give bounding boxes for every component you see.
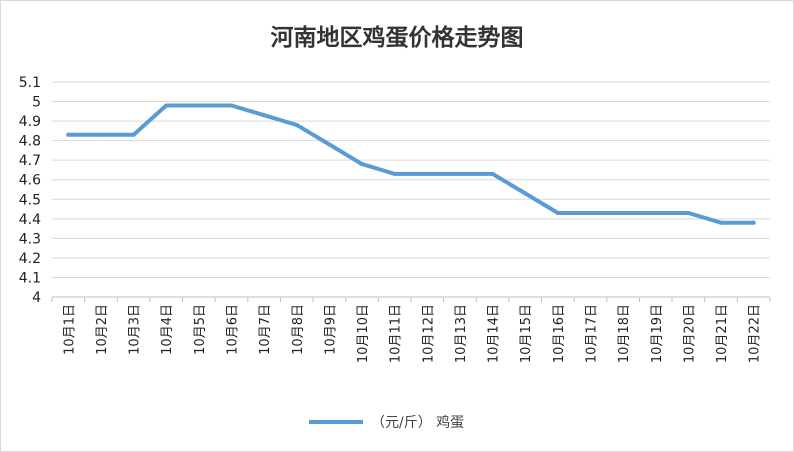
y-tick-label: 5.1 [19,75,41,91]
legend-label: （元/斤） 鸡蛋 [371,414,464,431]
data-point [98,132,103,137]
y-tick-label: 5 [32,95,41,111]
x-axis [51,296,771,302]
y-tick-label: 4.9 [19,114,41,130]
y-tick-label: 4.5 [19,192,41,208]
x-tick-label: 10月1日 [62,304,77,355]
x-tick-label: 10月2日 [95,304,110,355]
data-point [719,220,724,225]
data-point [653,210,658,215]
data-point [686,210,691,215]
x-tick-label: 10月5日 [193,304,208,355]
data-point [262,113,267,118]
data-point [490,171,495,176]
y-tick-label: 4.6 [19,173,41,189]
x-tick-label: 10月16日 [552,304,567,363]
x-tick-label: 10月17日 [585,304,600,363]
x-tick-label: 10月4日 [160,304,175,355]
y-tick-label: 4.3 [19,231,41,247]
x-tick-label: 10月19日 [650,304,665,363]
data-point [294,123,299,127]
x-tick-label: 10月14日 [487,304,502,363]
data-point [66,132,71,137]
data-point [229,103,234,108]
x-tick-label: 10月10日 [356,304,371,363]
x-tick-label: 10月6日 [226,304,241,355]
x-tick-label: 10月7日 [258,304,273,355]
x-tick-label: 10月9日 [323,304,338,355]
gridlines [52,81,770,278]
x-tick-label: 10月18日 [617,304,632,363]
data-point [196,103,201,108]
data-point [588,210,593,215]
data-point [523,191,528,196]
series-line [66,103,756,225]
y-axis: 4 4.1 4.2 4.3 4.4 4.5 4.6 4.7 4.8 4.9 5 5.1 [19,75,41,306]
y-tick-label: 4.7 [19,153,41,169]
data-point [164,103,169,108]
x-tick-label: 10月8日 [291,304,306,355]
x-tick-label: 10月15日 [519,304,534,363]
y-tick-label: 4.8 [19,134,41,150]
x-tick-label: 10月12日 [421,304,436,363]
x-tick-label: 10月20日 [682,304,697,363]
y-tick-label: 4.2 [19,251,41,267]
data-point [360,162,365,167]
data-point [327,142,332,147]
data-point [555,210,560,215]
y-tick-label: 4.1 [19,270,41,286]
data-point [392,171,397,176]
x-tick-label: 10月21日 [715,304,730,363]
x-tick-label: 10月13日 [454,304,469,363]
data-point [131,132,136,137]
y-tick-label: 4 [32,290,41,306]
x-tick-label: 10月11日 [389,304,404,363]
x-tick-label: 10月3日 [128,304,143,355]
data-point [457,171,462,176]
chart-title: 河南地区鸡蛋价格走势图 [271,24,524,51]
data-point [425,171,430,176]
x-tick-labels: 10月1日 10月2日 10月3日 10月4日 10月5日 10月6日 10月7日 10月8日… [62,304,762,363]
series-layer [66,103,756,225]
data-point [621,210,626,215]
x-tick-label: 10月22日 [748,304,763,363]
legend: （元/斤） 鸡蛋 [309,414,464,431]
y-tick-label: 4.4 [19,212,41,228]
data-point [751,220,756,225]
